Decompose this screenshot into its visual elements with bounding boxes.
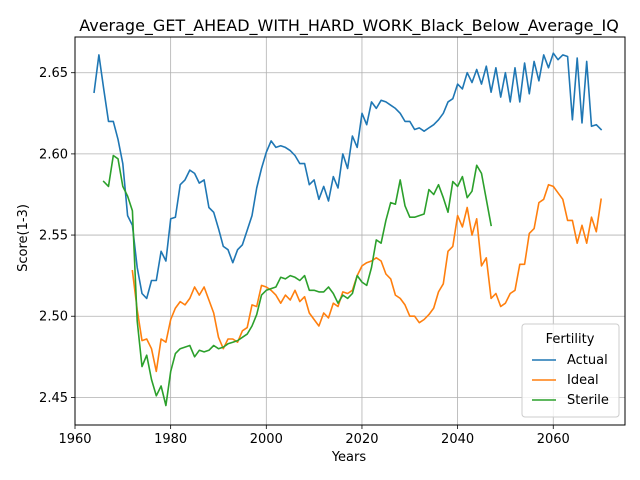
- y-tick-label: 2.55: [39, 229, 68, 244]
- axis-ticks: 1960 1980 2000 2020 2040 2060 2.45 2.50 2.55 2.60…: [39, 66, 570, 447]
- x-tick-label: 2020: [345, 432, 378, 447]
- y-tick-label: 2.60: [39, 147, 68, 162]
- plot-area: [74, 36, 626, 426]
- x-axis-label: Years: [331, 450, 367, 465]
- x-tick-label: 2000: [250, 432, 283, 447]
- legend-label-ideal: Ideal: [567, 373, 599, 388]
- series-lines: [93, 52, 603, 407]
- y-axis-label: Score(1-3): [16, 204, 31, 272]
- x-tick-label: 2040: [441, 432, 474, 447]
- legend-box: [521, 323, 620, 418]
- series-line-sterile: [102, 154, 493, 407]
- series-line-actual: [93, 52, 603, 300]
- y-tick-label: 2.65: [39, 66, 68, 81]
- x-tick-label: 1980: [154, 432, 187, 447]
- y-tick-label: 2.45: [39, 391, 68, 406]
- chart-title: Average_GET_AHEAD_WITH_HARD_WORK_Black_B…: [79, 16, 619, 36]
- legend-title: Fertility: [546, 332, 595, 347]
- legend: Fertility Actual Ideal Sterile: [521, 323, 620, 418]
- x-tick-label: 1960: [58, 432, 91, 447]
- legend-label-sterile: Sterile: [567, 393, 609, 408]
- legend-label-actual: Actual: [567, 353, 608, 368]
- x-tick-label: 2060: [537, 432, 570, 447]
- y-tick-label: 2.50: [39, 310, 68, 325]
- series-line-ideal: [131, 183, 603, 373]
